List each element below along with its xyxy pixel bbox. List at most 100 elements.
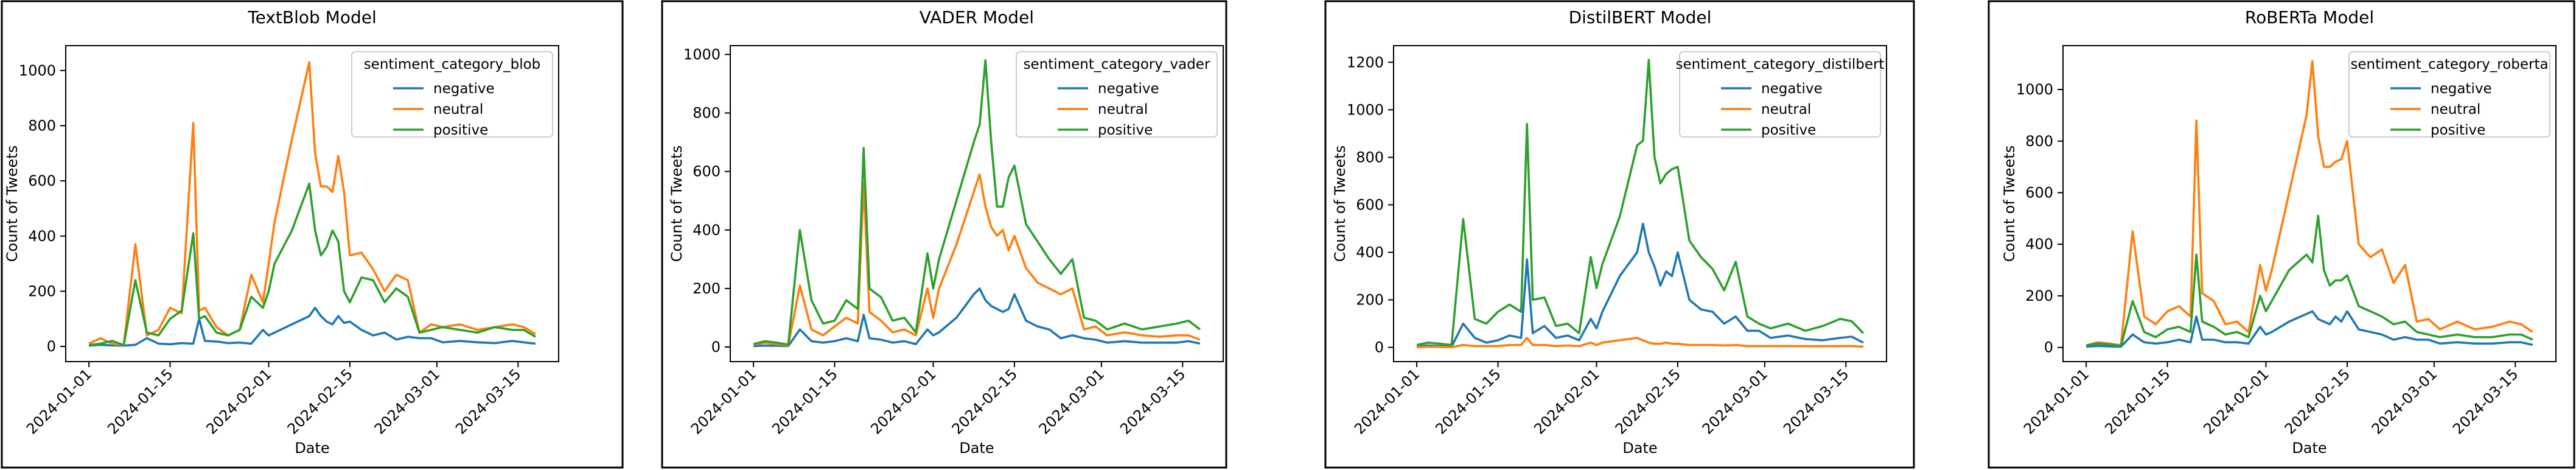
x-tick-label: 2024-03-15 [2449,365,2521,437]
series-line-negative [753,287,1201,348]
legend-label-positive: positive [1098,122,1153,138]
legend-label-neutral: neutral [1098,102,1148,118]
x-tick-label: 2024-02-15 [2281,365,2353,437]
axes-frame [2062,45,2557,362]
subplot-frame [1,0,624,469]
legend-box [351,51,553,138]
legend-title: sentiment_category_roberta [2350,57,2548,72]
y-tick-label: 0 [2044,339,2053,356]
y-tick-label: 800 [1356,149,1384,166]
legend-label-neutral: neutral [1761,102,1811,118]
legend-label-positive: positive [433,122,488,138]
y-tick-label: 200 [2025,287,2053,304]
series-line-negative [2086,310,2533,348]
x-axis-label: Date [1622,440,1657,457]
y-tick-label: 1200 [1347,54,1384,71]
axes-frame [65,45,559,362]
legend-label-positive: positive [2431,122,2485,138]
y-tick-label: 600 [1356,196,1384,213]
x-axis-label: Date [959,440,994,457]
x-tick-label: 2024-02-01 [203,365,274,437]
x-tick-label: 2024-02-15 [949,365,1021,437]
y-tick-label: 800 [28,117,56,134]
y-tick-label: 1000 [683,46,721,63]
y-tick-label: 600 [28,172,56,189]
y-tick-label: 600 [2025,184,2053,201]
subplot-frame [1324,0,1915,469]
x-tick-label: 2024-03-15 [1117,365,1189,437]
axes-frame [1393,45,1887,362]
series-line-neutral [1417,337,1863,349]
x-tick-label: 2024-01-15 [2101,365,2173,437]
y-tick-label: 400 [2025,236,2053,253]
x-tick-label: 2024-03-01 [2368,365,2440,437]
subplot-frame [661,0,1227,469]
legend-box [1679,51,1881,138]
subplot-frame [1988,0,2575,469]
series-line-neutral [2086,60,2533,347]
x-tick-label: 2024-02-01 [1531,365,1602,437]
y-tick-label: 400 [1356,244,1384,261]
x-tick-label: 2024-03-01 [1036,365,1108,437]
y-tick-label: 0 [711,338,721,356]
y-tick-label: 1000 [2016,81,2053,98]
series-line-negative [88,306,536,347]
y-axis-label: Count of Tweets [2001,146,2018,262]
legend-box [1016,51,1218,138]
y-tick-label: 800 [2025,133,2053,150]
series-line-neutral [88,61,536,346]
x-axis-label: Date [295,440,329,457]
y-tick-label: 800 [693,105,721,122]
x-tick-label: 2024-01-15 [1432,365,1504,437]
y-tick-label: 400 [28,228,56,245]
x-tick-label: 2024-01-15 [769,365,840,437]
legend-label-negative: negative [433,81,495,97]
legend-title: sentiment_category_blob [364,57,541,72]
x-tick-label: 2024-02-01 [867,365,939,437]
series-line-positive [2086,214,2533,348]
legend-title: sentiment_category_vader [1024,57,1210,72]
legend-label-negative: negative [1761,81,1823,97]
series-line-positive [88,182,536,346]
y-tick-label: 200 [1356,292,1384,309]
y-tick-label: 1000 [1347,101,1384,118]
x-tick-label: 2024-03-15 [1780,365,1852,437]
chart-panel: TextBlob Model 0 200 400 600 800 1000 2024-01-0… [4,7,559,457]
y-axis-label: Count of Tweets [4,146,21,262]
legend-label-negative: negative [1098,81,1159,97]
y-tick-label: 0 [1375,339,1384,356]
x-axis-label: Date [2292,440,2326,457]
x-tick-label: 2024-01-01 [23,365,95,437]
chart-title: VADER Model [920,7,1034,27]
x-tick-label: 2024-03-15 [452,365,524,437]
y-tick-label: 1000 [19,62,56,79]
legend-label-negative: negative [2431,81,2492,97]
series-line-negative [1416,222,1864,348]
series-line-positive [1416,58,1865,346]
chart-title: RoBERTa Model [2245,7,2374,27]
x-tick-label: 2024-03-01 [371,365,443,437]
x-tick-label: 2024-03-01 [1699,365,1771,437]
y-tick-label: 600 [693,163,721,180]
y-tick-label: 400 [693,222,721,239]
y-axis-label: Count of Tweets [1332,146,1349,262]
y-tick-label: 0 [47,338,56,355]
x-tick-label: 2024-02-15 [1612,365,1684,437]
chart-title: TextBlob Model [247,7,377,27]
x-tick-label: 2024-02-01 [2200,365,2272,437]
x-tick-label: 2024-02-15 [284,365,356,437]
x-tick-label: 2024-01-01 [688,365,759,437]
axes-frame [730,45,1224,362]
legend-title: sentiment_category_distilbert [1676,57,1885,72]
series-line-neutral [753,173,1201,347]
y-tick-label: 200 [693,280,721,297]
series-line-positive [753,59,1201,346]
chart-panel: DistilBERT Model 0 200 400 600 800 1000 1200 202… [1332,7,1887,457]
y-axis-label: Count of Tweets [668,146,685,262]
legend-label-neutral: neutral [2431,102,2480,118]
legend-label-positive: positive [1761,122,1816,138]
x-tick-label: 2024-01-01 [1351,365,1423,437]
legend-label-neutral: neutral [433,102,483,118]
